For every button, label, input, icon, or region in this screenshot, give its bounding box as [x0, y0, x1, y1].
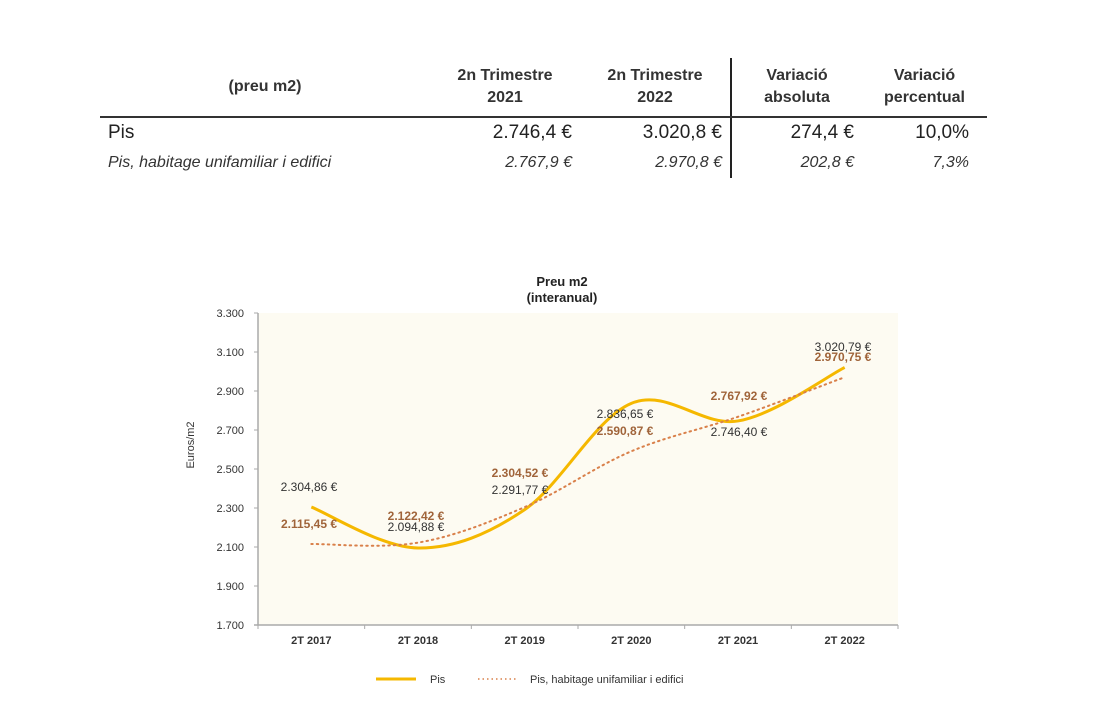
table-row: Pis, habitage unifamiliar i edifici 2.76… — [100, 148, 987, 178]
y-axis: 3.300 3.100 2.900 2.700 2.500 2.300 2.100 1.900… — [216, 308, 259, 632]
header-abs-variation: Variació absoluta — [730, 58, 862, 118]
data-label-pis: 3.020,79 € — [815, 340, 872, 354]
header-q2-2022: 2n Trimestre 2022 — [580, 58, 731, 118]
data-label-pis: 2.304,86 € — [281, 480, 338, 494]
header-unit: (preu m2) — [100, 58, 430, 118]
legend-label-pis-habitage: Pis, habitage unifamiliar i edifici — [530, 674, 683, 686]
row-label: Pis — [108, 122, 135, 143]
value-abs-variation: 202,8 € — [730, 148, 862, 178]
y-tick-label: 3.100 — [216, 347, 244, 359]
data-label-pis-habitage: 2.970,75 € — [815, 350, 872, 364]
data-label-pis-habitage: 2.122,42 € — [388, 509, 445, 523]
chart-title: Preu m2 — [536, 274, 587, 289]
data-label-pis-habitage: 2.304,52 € — [492, 466, 549, 480]
row-label: Pis, habitage unifamiliar i edifici — [108, 154, 332, 171]
table-row: Pis 2.746,4 € 3.020,8 € 274,4 € 10,0% — [100, 117, 987, 148]
legend-label-pis: Pis — [430, 674, 446, 686]
chart-subtitle: (interanual) — [527, 290, 598, 305]
y-tick-label: 2.700 — [216, 425, 244, 437]
data-label-pis: 2.746,40 € — [711, 425, 768, 439]
x-axis: 2T 2017 2T 2018 2T 2019 2T 2020 2T 2021 2T 20… — [254, 624, 899, 647]
price-comparison-table: (preu m2) 2n Trimestre 2021 2n Trimestre 2… — [100, 58, 1000, 178]
y-tick-label: 2.300 — [216, 503, 244, 515]
table-header-row: (preu m2) 2n Trimestre 2021 2n Trimestre 2… — [100, 58, 987, 118]
header-q2-2021: 2n Trimestre 2021 — [430, 58, 580, 118]
data-label-pis-habitage: 2.767,92 € — [711, 389, 768, 403]
y-tick-label: 2.100 — [216, 542, 244, 554]
value-q2-2021: 2.767,9 € — [505, 154, 572, 171]
value-q2-2021: 2.746,4 € — [492, 122, 572, 143]
data-label-pis-habitage: 2.115,45 € — [281, 517, 337, 531]
series-line-pis-habitage — [310, 376, 846, 547]
x-tick-label: 2T 2022 — [824, 635, 864, 647]
data-labels: 2.304,86 € 2.094,88 € 2.291,77 € 2.836,65 €… — [281, 340, 872, 534]
x-tick-label: 2T 2017 — [291, 635, 331, 647]
value-pct-variation: 10,0% — [915, 122, 969, 143]
y-tick-label: 2.500 — [216, 464, 244, 476]
plot-area — [258, 313, 898, 625]
y-tick-label: 1.700 — [216, 620, 244, 632]
value-q2-2022: 3.020,8 € — [642, 122, 722, 143]
y-tick-label: 2.900 — [216, 386, 244, 398]
series-lines — [310, 366, 846, 550]
x-tick-label: 2T 2021 — [718, 635, 758, 647]
data-label-pis: 2.291,77 € — [492, 483, 549, 497]
y-tick-label: 1.900 — [216, 581, 244, 593]
x-tick-label: 2T 2019 — [504, 635, 544, 647]
series-line-pis — [310, 366, 846, 550]
data-label-pis: 2.836,65 € — [597, 407, 654, 421]
y-tick-label: 3.300 — [216, 308, 244, 320]
y-axis-label: Euros/m2 — [185, 421, 197, 468]
x-tick-label: 2T 2018 — [398, 635, 438, 647]
value-q2-2022: 2.970,8 € — [655, 154, 722, 171]
data-label-pis-habitage: 2.590,87 € — [597, 424, 654, 438]
data-label-pis: 2.094,88 € — [388, 520, 445, 534]
legend: Pis Pis, habitage unifamiliar i edifici — [376, 674, 683, 686]
header-pct-variation: Variació percentual — [862, 58, 987, 118]
value-abs-variation: 274,4 € — [730, 117, 862, 148]
value-pct-variation: 7,3% — [932, 154, 969, 171]
x-tick-label: 2T 2020 — [611, 635, 651, 647]
